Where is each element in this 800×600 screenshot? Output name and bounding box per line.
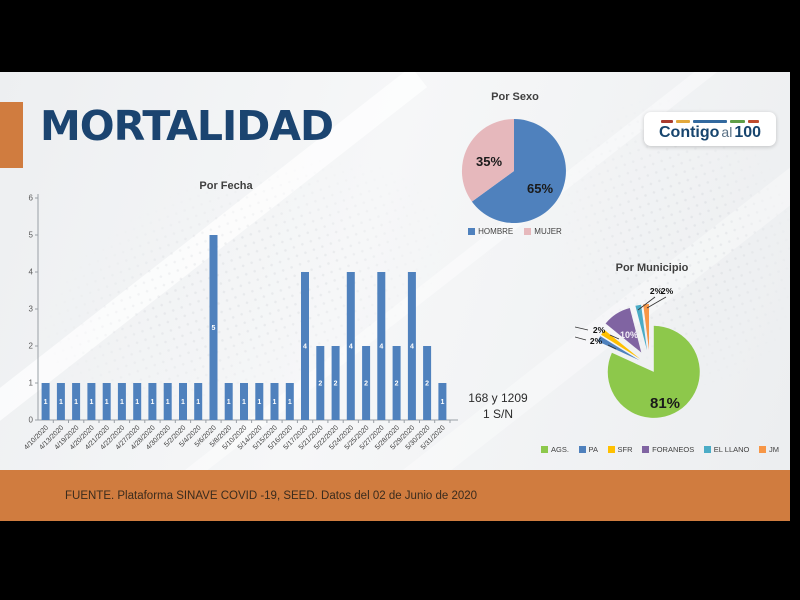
legend-item: MUJER	[524, 227, 562, 236]
svg-text:1: 1	[273, 399, 277, 406]
svg-text:1: 1	[196, 399, 200, 406]
svg-text:1: 1	[120, 399, 124, 406]
letterbox-right	[790, 72, 800, 521]
svg-text:2: 2	[29, 342, 34, 351]
legend-swatch	[703, 446, 711, 453]
por-municipio-legend: AGS. PA SFR FORANEOS EL LLANO JM	[541, 445, 779, 454]
letterbox-bottom	[0, 521, 800, 600]
svg-text:4: 4	[303, 344, 307, 351]
letterbox-top	[0, 0, 800, 72]
legend-item: SFR	[607, 445, 633, 454]
svg-text:5: 5	[212, 325, 216, 332]
svg-text:1: 1	[105, 399, 109, 406]
svg-text:65%: 65%	[527, 181, 553, 196]
title-accent-bar	[0, 102, 23, 168]
svg-text:4: 4	[410, 344, 414, 351]
legend-item: PA	[578, 445, 598, 454]
legend-item: AGS.	[541, 445, 569, 454]
page-title: MORTALIDAD	[40, 102, 334, 150]
svg-text:2%: 2%	[661, 286, 674, 296]
contigo-al-100-logo: Contigo al 100	[644, 112, 776, 146]
footer-source-text: FUENTE. Plataforma SINAVE COVID -19, SEE…	[65, 489, 478, 502]
svg-text:35%: 35%	[476, 154, 502, 169]
note-line-2: 1 S/N	[482, 407, 513, 422]
svg-text:1: 1	[181, 399, 185, 406]
legend-swatch	[642, 446, 650, 453]
svg-text:2: 2	[425, 381, 429, 388]
slide-background: MORTALIDAD Contigo al 100 Por Fecha 0 1 2 3 4 5…	[0, 72, 790, 470]
svg-text:0: 0	[29, 416, 34, 425]
svg-text:1: 1	[150, 399, 154, 406]
footer-bar: FUENTE. Plataforma SINAVE COVID -19, SEE…	[0, 470, 790, 521]
svg-text:3: 3	[29, 305, 34, 314]
legend-item: FORANEOS	[642, 445, 694, 454]
svg-text:2: 2	[364, 381, 368, 388]
por-municipio-pie: 81%2%2% 10%2%2%	[575, 286, 700, 418]
svg-text:1: 1	[227, 399, 231, 406]
legend-label: FORANEOS	[652, 445, 695, 454]
legend-label: EL LLANO	[713, 445, 750, 454]
por-fecha-plot: 012345614/10/202014/13/202014/19/202014/…	[23, 194, 458, 451]
legend-label: AGS.	[551, 445, 569, 454]
legend-item: EL LLANO	[703, 445, 750, 454]
por-sexo-pie: 65% 35%	[461, 118, 566, 223]
legend-label: PA	[588, 445, 598, 454]
logo-color-dashes	[661, 119, 759, 123]
logo-text-mid: al	[721, 123, 733, 140]
svg-text:1: 1	[135, 399, 139, 406]
legend-swatch	[541, 446, 548, 453]
svg-text:1: 1	[29, 379, 34, 388]
svg-text:1: 1	[74, 399, 78, 406]
svg-text:1: 1	[242, 399, 246, 406]
svg-text:1: 1	[166, 399, 170, 406]
svg-text:2%: 2%	[650, 286, 663, 296]
svg-text:2: 2	[318, 381, 322, 388]
logo-text-main: Contigo	[658, 123, 720, 141]
svg-text:1: 1	[288, 399, 292, 406]
svg-text:4: 4	[349, 344, 353, 351]
svg-text:2%: 2%	[590, 336, 603, 346]
legend-swatch	[607, 446, 615, 453]
legend-swatch	[468, 228, 476, 235]
svg-text:5: 5	[29, 231, 34, 240]
svg-text:2: 2	[334, 381, 338, 388]
svg-text:1: 1	[440, 399, 444, 406]
por-fecha-title: Por Fecha	[199, 180, 253, 192]
svg-text:81%: 81%	[650, 395, 680, 412]
legend-swatch	[578, 446, 586, 453]
svg-text:4: 4	[379, 344, 383, 351]
logo-text-end: 100	[734, 123, 762, 141]
svg-text:1: 1	[44, 399, 48, 406]
por-municipio-title: Por Municipio	[615, 262, 689, 274]
legend-label: HOMBRE	[478, 227, 514, 236]
svg-text:1: 1	[89, 399, 93, 406]
por-sexo-title: Por Sexo	[491, 91, 539, 103]
legend-item: HOMBRE	[468, 227, 513, 236]
svg-text:4: 4	[29, 268, 34, 277]
svg-text:1: 1	[257, 399, 261, 406]
note-line-1: 168 y 1209	[468, 391, 528, 405]
legend-item: JM	[758, 445, 779, 454]
logo-text: Contigo al 100	[658, 123, 762, 141]
legend-swatch	[524, 228, 532, 235]
legend-swatch	[758, 446, 766, 453]
legend-label: JM	[768, 445, 779, 454]
svg-text:2%: 2%	[593, 325, 606, 335]
svg-text:6: 6	[29, 194, 34, 203]
svg-text:2: 2	[395, 381, 399, 388]
note-text: 168 y 1209 1 S/N	[438, 390, 558, 422]
svg-text:1: 1	[59, 399, 63, 406]
svg-text:10%: 10%	[620, 330, 638, 340]
legend-label: MUJER	[534, 227, 562, 236]
por-sexo-legend: HOMBRE MUJER	[445, 227, 585, 236]
legend-label: SFR	[617, 445, 633, 454]
